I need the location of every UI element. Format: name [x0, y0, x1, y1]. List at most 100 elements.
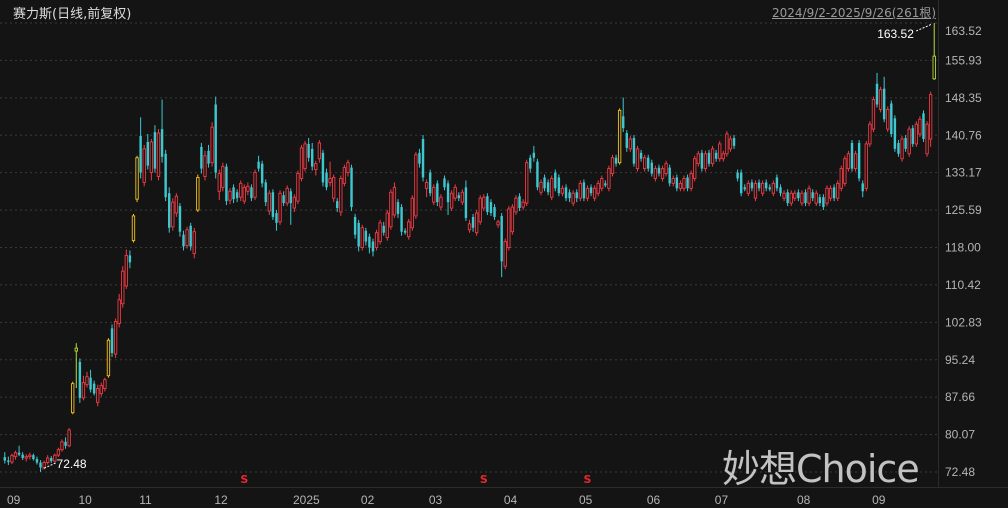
- candle-body: [521, 201, 525, 208]
- y-tick-label: 102.83: [945, 315, 982, 329]
- candle: [861, 180, 864, 198]
- candle: [900, 136, 904, 162]
- candle: [617, 108, 622, 165]
- candle: [253, 169, 257, 201]
- candle: [142, 144, 146, 187]
- candle-body: [750, 182, 754, 189]
- candle-body: [371, 241, 375, 252]
- candle-body: [642, 157, 647, 170]
- candle-body: [804, 192, 807, 204]
- candle: [604, 180, 607, 188]
- candle: [296, 170, 300, 205]
- candle-body: [596, 182, 600, 194]
- candle: [85, 371, 89, 388]
- candle-body: [360, 227, 364, 248]
- candle-body: [925, 123, 929, 155]
- candle-body: [139, 136, 142, 173]
- candle: [660, 165, 665, 182]
- candle-body: [217, 173, 221, 192]
- candle-body: [56, 449, 61, 456]
- candle: [686, 174, 689, 192]
- candle: [135, 155, 139, 203]
- candle: [192, 227, 196, 259]
- candle-body: [71, 383, 75, 414]
- candle-body: [828, 187, 833, 199]
- candle-body: [396, 202, 400, 214]
- candle: [67, 428, 71, 448]
- candle: [303, 140, 307, 172]
- candle: [743, 184, 746, 192]
- candle: [932, 23, 936, 80]
- candle: [653, 165, 658, 182]
- candle-body: [418, 152, 421, 164]
- candle: [585, 185, 590, 202]
- candle: [353, 213, 357, 239]
- candle: [693, 155, 697, 182]
- candle: [793, 190, 797, 202]
- candle-body: [550, 178, 554, 198]
- candle-body: [757, 182, 761, 189]
- candle: [310, 142, 314, 171]
- candle-body: [478, 197, 482, 223]
- candle-body: [210, 126, 214, 164]
- candle: [518, 193, 521, 212]
- candle: [664, 160, 668, 177]
- candle-body: [525, 162, 529, 204]
- candle: [350, 164, 353, 212]
- candle-body: [807, 187, 811, 204]
- candle: [103, 377, 107, 392]
- candle-body: [682, 178, 686, 189]
- candle-body: [278, 192, 282, 223]
- candle-body: [39, 462, 42, 468]
- candle-body: [875, 83, 879, 105]
- candle-body: [153, 132, 157, 169]
- candle: [768, 184, 771, 192]
- y-tick-label: 133.17: [945, 166, 982, 180]
- candle-body: [446, 183, 450, 203]
- candle-body: [739, 172, 743, 194]
- candle: [632, 135, 636, 167]
- candle-body: [789, 192, 793, 204]
- candle: [496, 219, 500, 228]
- candle: [171, 198, 175, 231]
- candle: [156, 129, 161, 181]
- candle: [503, 238, 507, 270]
- candle: [464, 180, 468, 221]
- candle-body: [374, 232, 379, 248]
- x-tick-label: 12: [214, 493, 228, 507]
- candle: [389, 189, 393, 230]
- candle: [890, 100, 893, 138]
- date-range-link[interactable]: 2024/9/2-2025/9/26(261根): [772, 6, 937, 20]
- candle: [139, 117, 142, 179]
- candle: [493, 204, 496, 220]
- candle: [647, 154, 650, 172]
- candle: [382, 221, 385, 236]
- candle: [242, 184, 246, 205]
- candle-body: [3, 457, 7, 461]
- candle-body: [457, 195, 460, 199]
- candle-body: [786, 192, 789, 204]
- candle-body: [825, 187, 829, 204]
- candle-body: [529, 157, 532, 169]
- candle-body: [149, 141, 154, 173]
- candle: [374, 229, 379, 251]
- candle-body: [610, 157, 615, 174]
- candle-body: [928, 94, 933, 140]
- candle: [457, 192, 460, 202]
- candle: [439, 194, 443, 211]
- candle: [10, 453, 14, 465]
- y-tick-label: 95.24: [945, 353, 975, 367]
- candle: [571, 190, 575, 207]
- candle: [131, 213, 136, 243]
- candle: [782, 190, 786, 202]
- candle: [671, 175, 675, 187]
- candle: [200, 142, 203, 174]
- candle: [207, 144, 210, 168]
- candle-body: [260, 163, 264, 184]
- candle-body: [617, 109, 622, 164]
- candle: [521, 199, 525, 211]
- candle-body: [228, 190, 232, 201]
- candle: [700, 149, 704, 172]
- y-tick-label: 72.48: [945, 465, 975, 479]
